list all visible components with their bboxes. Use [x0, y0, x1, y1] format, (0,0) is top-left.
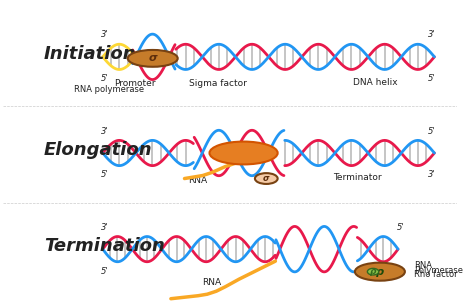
Text: 3': 3'	[397, 267, 404, 276]
Text: Termination: Termination	[44, 237, 164, 255]
Ellipse shape	[255, 173, 278, 184]
Text: Promoter: Promoter	[114, 79, 155, 88]
Ellipse shape	[128, 50, 178, 67]
Text: 5': 5'	[101, 267, 109, 276]
Text: Polymerase: Polymerase	[414, 266, 463, 275]
Text: Rho factor: Rho factor	[414, 270, 457, 279]
Text: Elongation: Elongation	[44, 141, 152, 159]
Text: 3': 3'	[101, 30, 109, 39]
Text: RNA: RNA	[414, 261, 432, 270]
Ellipse shape	[367, 268, 379, 275]
Text: ρ: ρ	[376, 267, 384, 277]
Text: σ: σ	[148, 53, 157, 63]
Text: 5': 5'	[101, 74, 109, 83]
Text: 3': 3'	[101, 127, 109, 136]
Ellipse shape	[355, 263, 405, 281]
Text: RNA: RNA	[189, 176, 208, 185]
Text: ρ: ρ	[370, 267, 376, 276]
Text: 5': 5'	[428, 127, 436, 136]
Text: 5': 5'	[397, 223, 404, 232]
Ellipse shape	[210, 142, 278, 164]
Text: RNA: RNA	[202, 278, 221, 287]
Text: 3': 3'	[428, 30, 436, 39]
Text: Initiation: Initiation	[44, 45, 137, 63]
Text: 5': 5'	[428, 74, 436, 83]
Text: σ: σ	[263, 174, 270, 183]
Text: 3': 3'	[101, 223, 109, 232]
Text: 5': 5'	[101, 170, 109, 179]
Text: Sigma factor: Sigma factor	[189, 79, 247, 88]
Text: Terminator: Terminator	[333, 174, 382, 182]
Text: DNA helix: DNA helix	[353, 78, 398, 87]
Text: RNA polymerase: RNA polymerase	[74, 85, 145, 94]
Text: 3': 3'	[428, 170, 436, 179]
